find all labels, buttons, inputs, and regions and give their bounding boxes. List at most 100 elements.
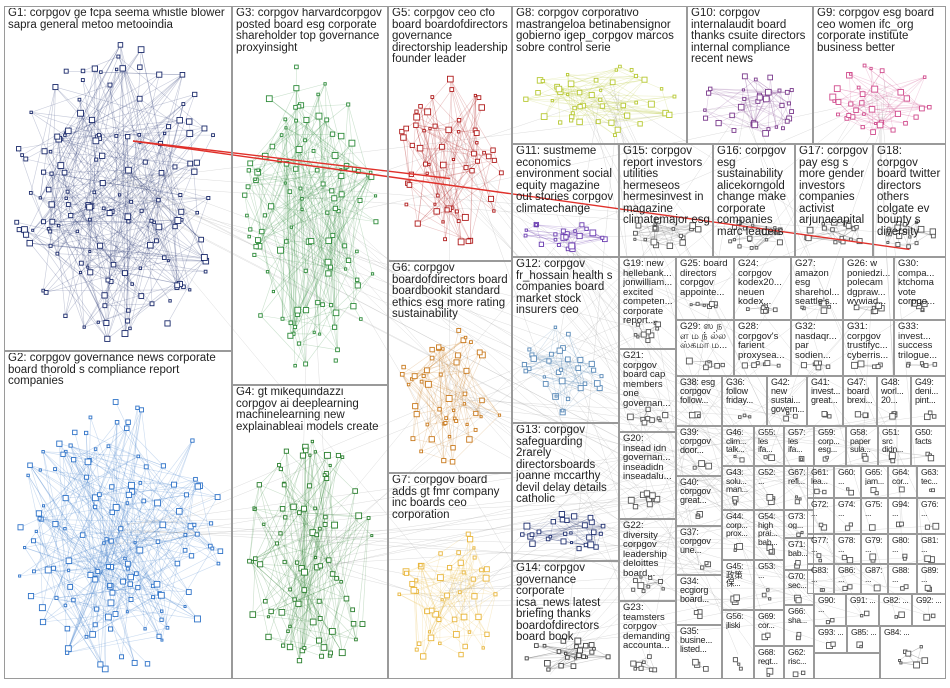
group-cell-g33[interactable]: G33: invest... success trilogue...	[894, 320, 946, 376]
group-cell-g43[interactable]: G43: solu... man...	[722, 466, 754, 510]
group-cell-g13[interactable]: G13: corpgov safeguarding 2rarely direct…	[512, 423, 619, 561]
group-cell-g15[interactable]: G15: corpgov report investors utilities …	[619, 144, 713, 257]
group-cell-g87[interactable]: G87: ...	[861, 564, 888, 594]
group-cell-g64[interactable]: G64: cor...	[888, 466, 917, 498]
group-cell-g88[interactable]: G88: ...	[888, 564, 917, 594]
graph-node	[114, 420, 120, 425]
group-cell-g63[interactable]: G63: tec...	[917, 466, 946, 498]
group-cell-g68[interactable]: G68: regt...	[754, 646, 784, 679]
group-cell-g36[interactable]: G36: follow friday...	[722, 376, 767, 426]
group-cell-g18[interactable]: G18: corpgov board twitter directors oth…	[873, 144, 946, 257]
group-cell-g60[interactable]: G60: ...	[834, 466, 861, 498]
group-cell-g12[interactable]: G12: corpgov fr_hossain health s compani…	[512, 257, 619, 423]
group-cell-g30[interactable]: G30: compa... ktchoma vote corpgo...	[894, 257, 946, 320]
intra-group-edge	[94, 192, 142, 212]
group-cell-g62[interactable]: G62: risc...	[784, 646, 814, 679]
group-cell-g79[interactable]: G79: ...	[861, 534, 888, 564]
graph-node	[14, 219, 20, 225]
graph-node	[159, 617, 164, 622]
group-cell-g72[interactable]: G72: ...	[807, 498, 834, 534]
group-cell-g41[interactable]: G41: invest... great...	[807, 376, 843, 426]
group-cell-g40[interactable]: G40: corpgov great...	[676, 476, 722, 526]
group-cell-g4[interactable]: G4: gt mikequindazzi corpgov ai deeplear…	[232, 385, 388, 679]
group-cell-g66[interactable]: G66: sha...	[784, 605, 814, 646]
group-cell-g7[interactable]: G7: corpgov board adds gt fmr company in…	[388, 473, 512, 679]
group-cell-g48[interactable]: G48: worl... 20...	[877, 376, 911, 426]
group-cell-g24[interactable]: G24: corpgov kodex20... neuen kodex...	[734, 257, 791, 320]
group-cell-g35[interactable]: G35: busine... listed...	[676, 625, 722, 679]
group-cell-g14[interactable]: G14: corpgov governance corporate icsa_n…	[512, 561, 619, 679]
group-cell-g3[interactable]: G3: corpgov harvardcorpgov posted board …	[232, 6, 388, 385]
intra-group-edge	[308, 241, 349, 261]
group-cell-g78[interactable]: G78: ...	[834, 534, 861, 564]
group-cell-g50[interactable]: G50: facts	[911, 426, 946, 466]
group-cell-g46[interactable]: G46: clim... talk...	[722, 426, 754, 466]
group-cell-g58[interactable]: G58: paper sula...	[846, 426, 878, 466]
group-cell-g61[interactable]: G61: lea...	[807, 466, 834, 498]
group-cell-g90[interactable]: G90: ...	[814, 594, 846, 626]
group-cell-g84[interactable]: G84: ...	[880, 626, 946, 679]
group-cell-g81[interactable]: G81: ...	[917, 534, 946, 564]
group-cell-g92[interactable]: G92: ...	[912, 594, 946, 626]
group-cell-g51[interactable]: G51: src didn...	[878, 426, 911, 466]
group-cell-g75[interactable]: G75: ...	[861, 498, 888, 534]
group-cell-g26[interactable]: G26: w poniedzi... polecam dgpraw... wyw…	[843, 257, 894, 320]
group-cell-g45[interactable]: G45: 政策 保...	[722, 560, 754, 610]
group-cell-g11[interactable]: G11: sustmeme economics environment soci…	[512, 144, 619, 257]
group-cell-g59[interactable]: G59: corp... esg...	[814, 426, 846, 466]
group-cell-g82[interactable]: G82: ...	[879, 594, 912, 626]
group-cell-g39[interactable]: G39: corpgov door...	[676, 426, 722, 476]
group-cell-g21[interactable]: G21: corpgov board cap members one gover…	[619, 349, 676, 432]
group-cell-g1[interactable]: G1: corpgov ge fcpa seema whistle blower…	[4, 6, 232, 351]
group-cell-g47[interactable]: G47: board brexi...	[843, 376, 877, 426]
group-cell-g6[interactable]: G6: corpgov boardofdirectors board board…	[388, 261, 512, 473]
group-cell-g86[interactable]: G86: ...	[834, 564, 861, 594]
group-cell-g54[interactable]: G54: high prai... bab...	[754, 510, 784, 560]
group-cell-g27[interactable]: G27: amazon esg sharehol... seattle's...	[791, 257, 843, 320]
group-cell-g80[interactable]: G80: ...	[888, 534, 917, 564]
group-cell-g65[interactable]: G65: jam...	[861, 466, 888, 498]
group-cell-g94[interactable]: G94: ...	[888, 498, 917, 534]
group-cell-g25[interactable]: G25: board directors corpgov appointe...	[676, 257, 734, 320]
group-cell-g76[interactable]: G76: ...	[917, 498, 946, 534]
group-cell-g8[interactable]: G8: corpgov corporativo mastrangeloa bet…	[512, 6, 687, 144]
group-cell-g2[interactable]: G2: corpgov governance news corporate bo…	[4, 351, 232, 679]
group-cell-g53[interactable]: G53: ...	[754, 560, 784, 610]
inter-group-edge	[329, 205, 648, 501]
group-cell-g42[interactable]: G42: new sustai... govern...	[767, 376, 807, 426]
group-cell-g23[interactable]: G23: teamsters corpgov demanding account…	[619, 601, 676, 679]
group-cell-g57[interactable]: G57: les ifa...	[784, 426, 814, 466]
intra-group-edge	[426, 553, 441, 612]
group-cell-g44[interactable]: G44: corp... prox...	[722, 510, 754, 560]
intra-group-edge	[141, 162, 198, 297]
group-cell-g22[interactable]: G22: diversity corpgov leadership deloit…	[619, 519, 676, 601]
group-cell-g83[interactable]: G83: ...	[807, 564, 834, 594]
group-cell-g34[interactable]: G34: ecgiorg board...	[676, 575, 722, 625]
group-cell-g10[interactable]: G10: corpgov internalaudit board thanks …	[687, 6, 813, 144]
group-cell-g91[interactable]: G91: ...	[846, 594, 879, 626]
group-cell-g9[interactable]: G9: corpgov esg board ceo women ifc_org …	[813, 6, 946, 144]
group-cell-g20[interactable]: G20: insead idn governan... inseadidn in…	[619, 432, 676, 519]
group-cell-g93[interactable]: G93: ...	[814, 626, 847, 653]
group-cell-g17[interactable]: G17: corpgov pay esg s more gender inves…	[795, 144, 873, 257]
group-cell-g55[interactable]: G55: les ifa...	[754, 426, 784, 466]
group-cell-g77[interactable]: G77: ...	[807, 534, 834, 564]
group-cell-g32[interactable]: G32: nasdaqr... par sodien...	[791, 320, 843, 376]
group-cell-g28[interactable]: G28: corpgov's farient proxysea...	[734, 320, 791, 376]
group-cell-g56[interactable]: G56: jliski	[722, 610, 754, 679]
group-cell-g52[interactable]: G52: ...	[754, 466, 784, 510]
intra-group-edge	[87, 136, 128, 268]
group-cell-g69[interactable]: G69: cor...	[754, 610, 784, 646]
group-cell-g38[interactable]: G38: esg corpgov follow...	[676, 376, 722, 426]
group-cell-g49[interactable]: G49: deni... pint...	[911, 376, 946, 426]
group-cell-g29[interactable]: G29: ஸ ந ள ம ந் ல்ல ஸ்கமா ம...	[676, 320, 734, 376]
group-cell-g31[interactable]: G31: corpgov trustifyc... cyberris...	[843, 320, 894, 376]
group-cell-extra[interactable]	[814, 653, 880, 679]
group-cell-g89[interactable]: G89: ...	[917, 564, 946, 594]
group-cell-g74[interactable]: G74: ...	[834, 498, 861, 534]
group-cell-g37[interactable]: G37: corpgov une...	[676, 526, 722, 575]
group-cell-g16[interactable]: G16: corpgov esg sustainability alicekor…	[713, 144, 795, 257]
group-cell-g5[interactable]: G5: corpgov ceo cfo board boardofdirecto…	[388, 6, 512, 261]
group-cell-g85[interactable]: G85: ...	[847, 626, 880, 653]
group-cell-g19[interactable]: G19: new hellebank... jonwilliam... exci…	[619, 257, 676, 349]
